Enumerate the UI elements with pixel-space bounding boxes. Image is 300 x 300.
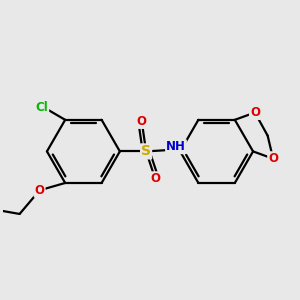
Text: Cl: Cl — [35, 100, 48, 114]
Text: O: O — [250, 106, 260, 119]
Text: O: O — [150, 172, 160, 185]
Text: O: O — [35, 184, 45, 197]
Text: S: S — [141, 144, 151, 158]
Text: O: O — [137, 115, 147, 128]
Text: NH: NH — [166, 140, 186, 153]
Text: O: O — [268, 152, 278, 165]
